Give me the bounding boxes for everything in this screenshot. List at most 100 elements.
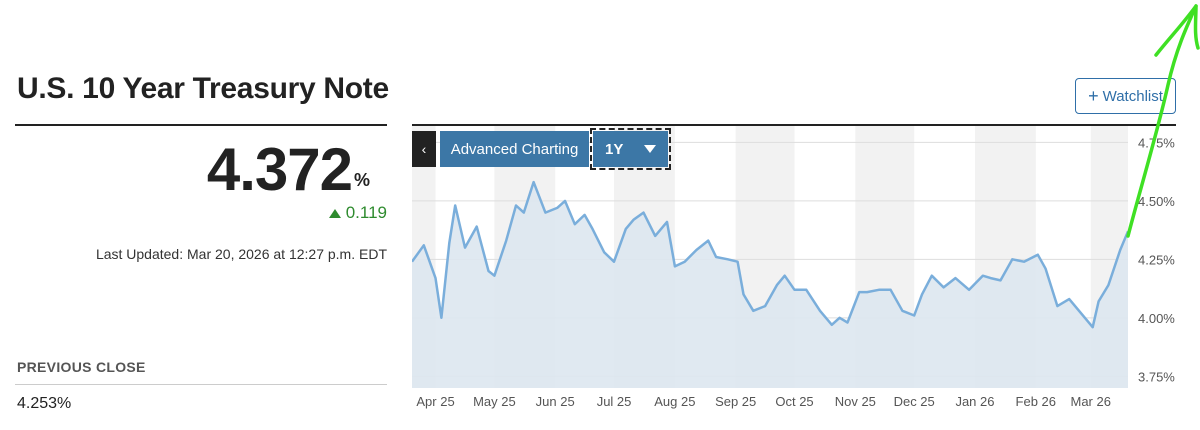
yield-point — [422, 243, 426, 247]
x-tick-label: Apr 25 — [416, 394, 454, 409]
previous-close-divider — [15, 384, 387, 385]
x-tick-label: Sep 25 — [715, 394, 756, 409]
x-tick-label: Dec 25 — [894, 394, 935, 409]
yield-point — [763, 304, 767, 308]
x-tick-label: Jun 25 — [536, 394, 575, 409]
yield-point — [1106, 283, 1110, 287]
x-tick-label: Jan 26 — [955, 394, 994, 409]
yield-point — [889, 288, 893, 292]
yield-point — [504, 239, 508, 243]
x-tick-label: Feb 26 — [1016, 394, 1056, 409]
yield-point — [920, 292, 924, 296]
plus-icon: + — [1088, 86, 1099, 106]
annotation-arrow-shaft — [1126, 4, 1198, 238]
yield-point — [1091, 325, 1095, 329]
yield-point — [555, 206, 559, 210]
yield-point — [942, 285, 946, 289]
yield-point — [1010, 257, 1014, 261]
yield-point — [447, 241, 451, 245]
yield-point — [1079, 311, 1083, 315]
hand-drawn-arrow-annotation — [1126, 4, 1200, 238]
yield-point — [453, 204, 457, 208]
add-to-watchlist-button[interactable]: + Watchlist — [1075, 78, 1176, 114]
x-tick-label: Nov 25 — [835, 394, 876, 409]
yield-point — [573, 222, 577, 226]
yield-point — [783, 274, 787, 278]
price-value: 4.372 — [206, 136, 353, 203]
yield-point — [912, 313, 916, 317]
x-tick-label: Aug 25 — [654, 394, 695, 409]
yield-point — [694, 248, 698, 252]
yield-point — [967, 288, 971, 292]
yield-point — [475, 225, 479, 229]
yield-line — [412, 180, 1130, 329]
yield-point — [830, 323, 834, 327]
yield-point — [641, 211, 645, 215]
price-unit: % — [353, 170, 370, 190]
last-updated-timestamp: Last Updated: Mar 20, 2026 at 12:27 p.m.… — [95, 246, 387, 262]
yield-point — [714, 255, 718, 259]
title-divider — [15, 124, 387, 126]
yield-point — [793, 288, 797, 292]
yield-point — [857, 290, 861, 294]
previous-close-label: PREVIOUS CLOSE — [17, 359, 146, 375]
yield-point — [900, 309, 904, 313]
collapse-panel-button[interactable]: ‹ — [412, 131, 436, 167]
yield-point — [775, 283, 779, 287]
yield-point — [1044, 267, 1048, 271]
yield-point — [543, 211, 547, 215]
yield-point — [487, 269, 491, 273]
y-tick-label: 3.75% — [1138, 369, 1175, 384]
yield-point — [930, 274, 934, 278]
chart-divider — [412, 124, 1176, 126]
annotation-arrow-head — [1154, 4, 1200, 57]
yield-point — [632, 218, 636, 222]
previous-close-value: 4.253% — [17, 395, 72, 412]
price-change-value: 0.119 — [345, 203, 387, 222]
yield-point — [804, 288, 808, 292]
yield-point — [522, 211, 526, 215]
y-tick-label: 4.75% — [1138, 135, 1175, 150]
chevron-left-icon: ‹ — [421, 141, 427, 157]
yield-point — [736, 260, 740, 264]
yield-point — [514, 204, 518, 208]
yield-point — [706, 239, 710, 243]
yield-point — [953, 276, 957, 280]
x-tick-label: Jul 25 — [597, 394, 632, 409]
yield-point — [742, 292, 746, 296]
yield-point — [590, 227, 594, 231]
y-tick-label: 4.00% — [1138, 311, 1175, 326]
yield-point — [624, 227, 628, 231]
y-tick-label: 4.25% — [1138, 252, 1175, 267]
yield-point — [1036, 253, 1040, 257]
yield-point — [1067, 297, 1071, 301]
y-tick-label: 4.50% — [1138, 194, 1175, 209]
watchlist-button-label: Watchlist — [1102, 87, 1163, 105]
price-chart[interactable]: 3.75% 4.00% 4.25% 4.50% 4.75% Apr 25 May 25 Jun… — [412, 126, 1182, 416]
yield-point — [818, 309, 822, 313]
yield-point — [845, 321, 849, 325]
yield-point — [434, 276, 438, 280]
x-tick-label: Oct 25 — [775, 394, 813, 409]
advanced-charting-button[interactable]: Advanced Charting — [440, 131, 589, 167]
x-tick-label: May 25 — [473, 394, 516, 409]
yield-point — [1022, 260, 1026, 264]
yield-point — [1097, 299, 1101, 303]
time-range-select[interactable]: 1Y — [590, 128, 671, 170]
quote-price: 4.372 % — [207, 140, 370, 200]
yield-point — [981, 274, 985, 278]
yield-point — [726, 257, 730, 261]
yield-point — [877, 288, 881, 292]
yield-point — [751, 309, 755, 313]
time-range-value: 1Y — [605, 140, 624, 158]
price-chart-svg: 3.75% 4.00% 4.25% 4.50% 4.75% Apr 25 May 25 Jun… — [412, 126, 1175, 409]
yield-point — [673, 264, 677, 268]
yield-point — [1055, 304, 1059, 308]
up-triangle-icon — [328, 208, 341, 218]
yield-point — [653, 234, 657, 238]
yield-point — [583, 213, 587, 217]
page-title: U.S. 10 Year Treasury Note — [17, 72, 389, 105]
yield-point — [612, 260, 616, 264]
yield-point — [998, 278, 1002, 282]
yield-point — [439, 316, 443, 320]
